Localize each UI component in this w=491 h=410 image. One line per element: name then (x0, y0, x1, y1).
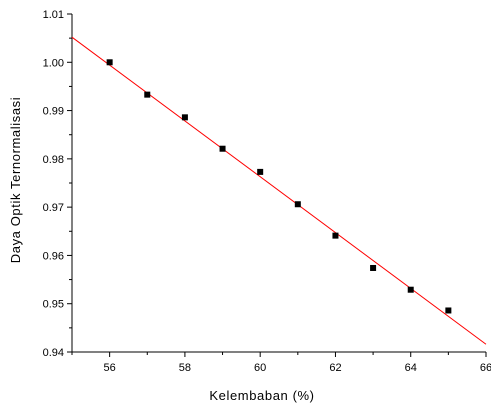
x-axis-title: Kelembaban (%) (209, 388, 314, 403)
y-tick-label: 0.94 (43, 347, 64, 359)
y-tick-label: 1.01 (43, 9, 64, 21)
y-tick-label: 0.96 (43, 250, 64, 262)
data-points (106, 59, 452, 314)
x-tick-label: 62 (329, 362, 341, 374)
fit-line-group (71, 36, 487, 345)
y-tick-label: 0.95 (43, 299, 64, 311)
data-point (257, 168, 264, 175)
x-tick-label: 60 (254, 362, 266, 374)
data-point (332, 232, 339, 239)
data-point (219, 145, 226, 152)
data-point (370, 264, 377, 271)
fit-line (71, 36, 487, 345)
y-tick-label: 0.99 (43, 106, 64, 118)
x-tick-label: 66 (480, 362, 491, 374)
axes (67, 13, 487, 357)
data-point (144, 91, 151, 98)
y-tick-label: 0.98 (43, 154, 64, 166)
y-axis-title: Daya Optik Ternormalisasi (8, 97, 23, 263)
tick-labels: 56 58 60 62 64 66 0.94 0.95 0.96 0.97 0.98 0.99 1.00… (43, 9, 491, 374)
y-tick-label: 1.00 (43, 57, 64, 69)
data-point (106, 59, 113, 66)
data-point (294, 201, 301, 208)
x-tick-label: 58 (179, 362, 191, 374)
x-tick-label: 64 (405, 362, 417, 374)
data-point (445, 307, 452, 314)
data-point (181, 114, 188, 121)
x-tick-label: 56 (104, 362, 116, 374)
data-point (407, 286, 414, 293)
y-tick-label: 0.97 (43, 202, 64, 214)
